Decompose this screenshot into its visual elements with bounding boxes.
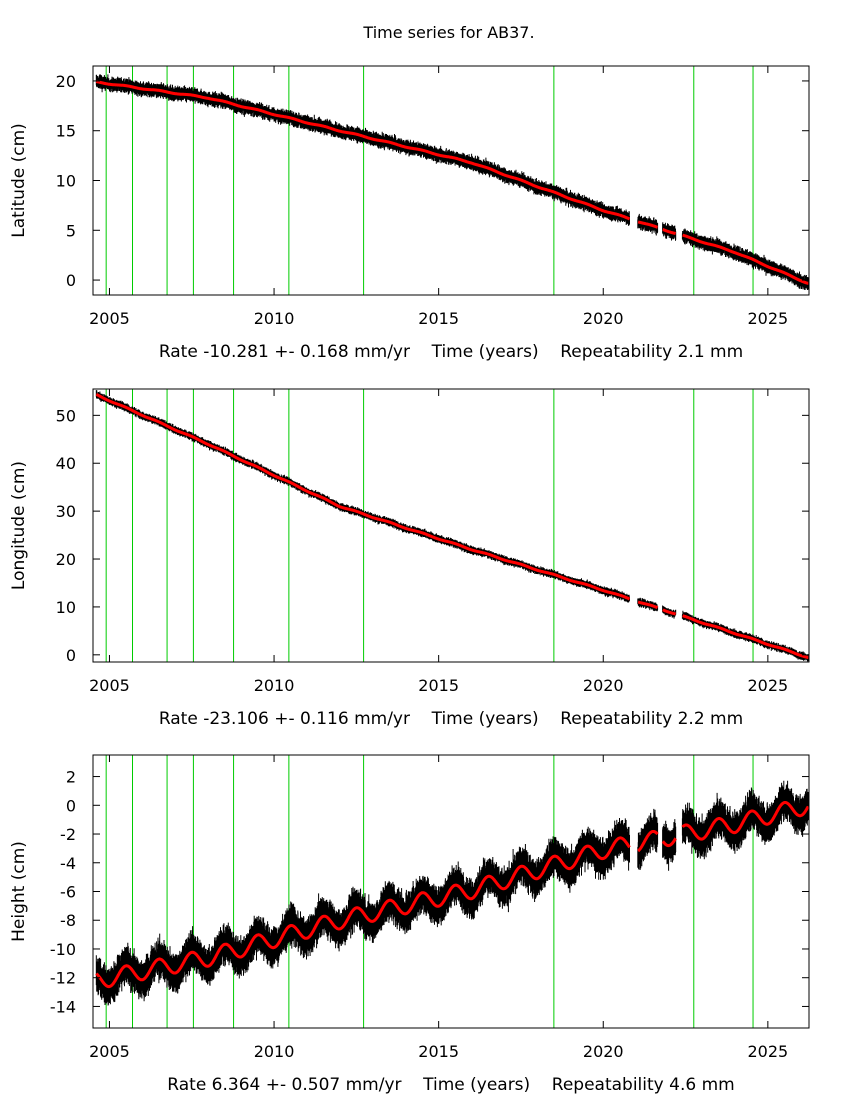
fit-line <box>95 392 809 659</box>
x-tick-label: 2015 <box>418 309 459 328</box>
x-tick-label: 2010 <box>254 309 295 328</box>
figure-title: Time series for AB37. <box>362 23 534 42</box>
y-tick-label: 0 <box>66 796 76 815</box>
event-lines <box>105 389 754 662</box>
x-tick-label: 2020 <box>583 676 624 695</box>
panel-3: -14 -12 -10 -8 -6 -4 -2 0 2 2005 2010 2015 2020 2025 R… <box>9 754 810 1095</box>
y-axis-label: Height (cm) <box>9 841 29 942</box>
x-tick-label: 2010 <box>254 676 295 695</box>
data-series <box>95 390 809 662</box>
fit-line <box>95 80 809 285</box>
y-tick-label: 20 <box>56 72 76 91</box>
y-axis-label: Latitude (cm) <box>9 123 29 238</box>
y-tick-label: 2 <box>66 768 76 787</box>
x-tick-label: 2025 <box>747 1042 788 1061</box>
x-tick-label: 2020 <box>583 309 624 328</box>
x-tick-label: 2015 <box>418 676 459 695</box>
y-tick-label: 30 <box>56 502 76 521</box>
y-tick-label: 10 <box>56 172 76 191</box>
x-axis-label: Rate -10.281 +- 0.168 mm/yr Time (years)… <box>159 342 743 362</box>
x-tick-label: 2005 <box>89 1042 130 1061</box>
y-tick-label: 40 <box>56 454 76 473</box>
y-tick-label: -12 <box>50 969 76 988</box>
y-tick-label: -2 <box>60 825 76 844</box>
y-tick-label: 50 <box>56 406 76 425</box>
x-axis-label: Rate -23.106 +- 0.116 mm/yr Time (years)… <box>159 709 743 729</box>
y-tick-label: 15 <box>56 122 76 141</box>
y-tick-label: -4 <box>60 854 76 873</box>
x-tick-label: 2020 <box>583 1042 624 1061</box>
data-points <box>95 74 809 290</box>
x-tick-label: 2025 <box>747 676 788 695</box>
x-tick-label: 2015 <box>418 1042 459 1061</box>
x-tick-label: 2010 <box>254 1042 295 1061</box>
data-series <box>95 74 809 290</box>
y-tick-label: -10 <box>50 940 76 959</box>
y-tick-label: 10 <box>56 598 76 617</box>
y-tick-label: -6 <box>60 883 76 902</box>
y-tick-label: 0 <box>66 646 76 665</box>
y-axis-label: Longitude (cm) <box>9 461 29 590</box>
data-series <box>95 780 809 1006</box>
y-tick-label: 0 <box>66 271 76 290</box>
y-tick-label: -14 <box>50 997 76 1016</box>
data-points <box>95 780 809 1006</box>
x-tick-label: 2005 <box>89 676 130 695</box>
plot-frame <box>92 388 810 663</box>
y-tick-label: 20 <box>56 550 76 569</box>
data-points <box>95 390 809 662</box>
x-axis-label: Rate 6.364 +- 0.507 mm/yr Time (years) R… <box>167 1075 734 1095</box>
x-tick-label: 2025 <box>747 309 788 328</box>
fit-line <box>95 801 809 989</box>
y-tick-label: 5 <box>66 221 76 240</box>
y-tick-label: -8 <box>60 911 76 930</box>
x-tick-label: 2005 <box>89 309 130 328</box>
